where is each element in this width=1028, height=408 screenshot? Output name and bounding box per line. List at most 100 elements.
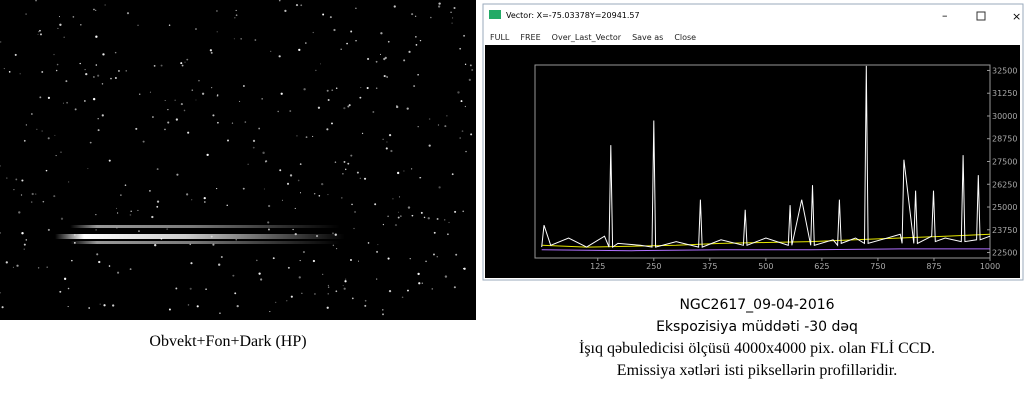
star	[3, 68, 5, 70]
star	[87, 167, 89, 170]
star	[351, 297, 354, 300]
star	[345, 278, 347, 280]
star	[62, 102, 64, 104]
star	[420, 211, 423, 214]
star	[104, 4, 106, 6]
star	[0, 41, 2, 43]
star	[427, 217, 430, 220]
close-button[interactable]: ×	[1012, 10, 1021, 23]
star	[115, 207, 118, 210]
right-caption: NGC2617_09-04-2016 Ekspozisiya müddəti -3…	[579, 297, 935, 379]
star	[84, 100, 86, 102]
minimize-button[interactable]: –	[942, 9, 948, 22]
star	[258, 272, 261, 275]
star	[270, 50, 272, 53]
star	[37, 267, 40, 269]
star	[42, 200, 45, 203]
star	[279, 169, 282, 172]
star	[217, 121, 219, 124]
menu-item[interactable]: FREE	[520, 33, 540, 42]
star	[453, 286, 456, 289]
left-caption: Obvekt+Fon+Dark (HP)	[149, 333, 306, 350]
star	[444, 219, 446, 221]
star	[313, 193, 316, 195]
star	[195, 99, 197, 101]
star	[15, 178, 18, 181]
star	[315, 69, 317, 72]
star	[322, 273, 324, 275]
star	[47, 228, 50, 231]
star	[167, 108, 169, 111]
star	[36, 128, 38, 130]
star	[252, 139, 256, 142]
star	[39, 33, 42, 36]
star	[414, 15, 417, 18]
star	[16, 264, 19, 267]
star	[292, 228, 294, 231]
star	[341, 197, 343, 199]
star	[401, 296, 404, 299]
star	[95, 9, 97, 11]
star	[361, 132, 364, 135]
star	[382, 138, 384, 140]
star	[60, 217, 64, 220]
star	[451, 173, 454, 176]
star	[301, 292, 303, 294]
star	[343, 160, 346, 163]
menu-item[interactable]: FULL	[490, 33, 510, 42]
star	[97, 129, 100, 132]
caption-line: İşıq qəbuledicisi ölçüsü 4000x4000 pix. …	[579, 339, 935, 357]
star	[186, 193, 189, 196]
star	[130, 210, 132, 212]
star	[175, 118, 179, 121]
star	[232, 274, 235, 277]
star	[212, 243, 215, 246]
star	[459, 47, 462, 50]
star	[46, 266, 48, 268]
star	[25, 13, 27, 15]
star	[444, 125, 447, 128]
star	[453, 6, 456, 10]
star	[387, 257, 390, 260]
star	[14, 53, 17, 56]
star	[260, 278, 263, 281]
star	[343, 107, 346, 110]
star	[95, 64, 98, 66]
star	[124, 184, 127, 186]
star	[463, 34, 466, 37]
menu-item[interactable]: Close	[674, 33, 696, 42]
star	[425, 260, 427, 263]
star	[203, 201, 206, 203]
star	[235, 14, 238, 16]
star	[184, 61, 186, 63]
star	[244, 121, 247, 123]
star	[387, 40, 390, 43]
star	[1, 306, 4, 309]
menu-item[interactable]: Over_Last_Vector	[552, 33, 622, 42]
maximize-button[interactable]	[976, 11, 986, 21]
star	[31, 113, 33, 115]
star	[329, 16, 332, 19]
star	[281, 199, 283, 201]
star	[454, 210, 457, 213]
star	[114, 51, 117, 54]
star	[67, 305, 69, 308]
star	[79, 62, 81, 65]
star	[433, 231, 436, 234]
star	[175, 287, 178, 290]
star	[269, 310, 271, 313]
star	[235, 239, 237, 241]
star	[216, 187, 218, 190]
star	[137, 24, 139, 27]
star	[421, 282, 424, 284]
star	[342, 285, 344, 287]
star	[367, 57, 370, 61]
star	[58, 16, 60, 18]
y-tick-label: 27500	[992, 158, 1017, 167]
star	[66, 101, 68, 104]
menu-item[interactable]: Save as	[632, 33, 663, 42]
star	[18, 211, 21, 214]
menu-bar: FULL FREE Over_Last_Vector Save as Close	[490, 33, 696, 42]
star	[428, 144, 431, 147]
plot: 125 250 375 500 625 750 875 1000 22500 23750 25000…	[534, 64, 1017, 271]
